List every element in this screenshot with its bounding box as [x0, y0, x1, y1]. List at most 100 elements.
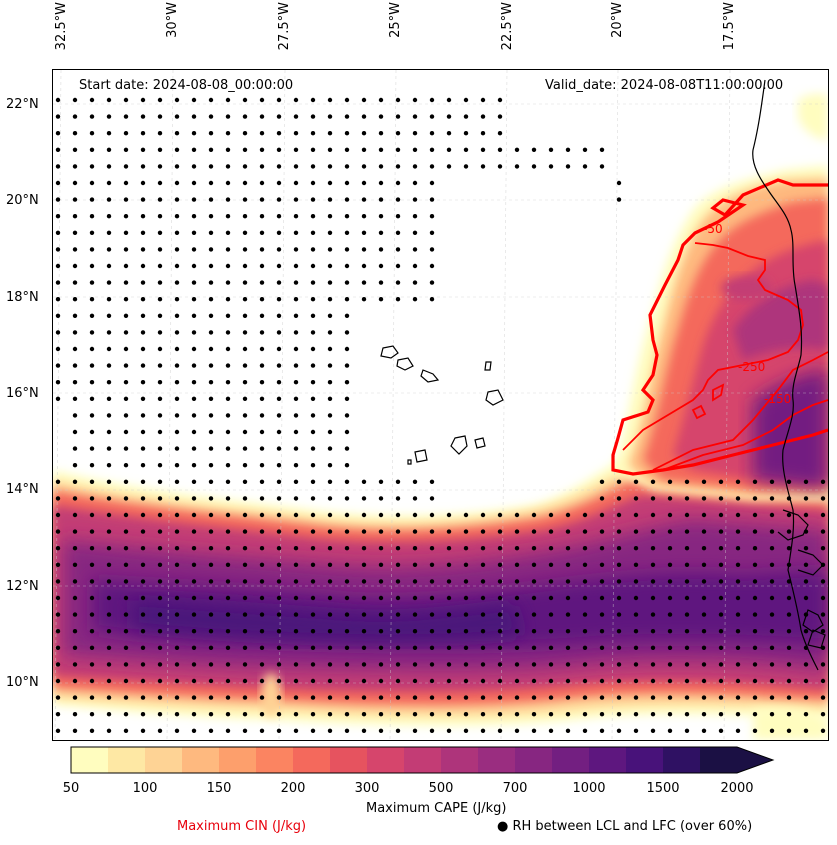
rh-dot [72, 197, 78, 202]
rh-dot [293, 546, 299, 551]
rh-dot [650, 712, 656, 717]
rh-dot [293, 263, 299, 269]
rh-dot [310, 546, 316, 551]
rh-dot [191, 147, 197, 152]
rh-dot [701, 629, 707, 634]
rh-dot [429, 214, 435, 219]
colorbar-cell [182, 747, 220, 773]
rh-dot [599, 629, 605, 634]
rh-dot [72, 214, 78, 219]
rh-dot [395, 247, 401, 252]
rh-dot [667, 529, 673, 534]
rh-dot [191, 463, 197, 468]
rh-dot [395, 629, 401, 634]
rh-dot [259, 313, 265, 318]
rh-dot [684, 728, 690, 733]
rh-dot [548, 629, 554, 634]
rh-dot [480, 712, 486, 717]
rh-dot [123, 629, 129, 634]
rh-dot [344, 363, 350, 368]
rh-dot [242, 346, 248, 352]
rh-dot [565, 678, 571, 684]
rh-dot [72, 712, 78, 717]
rh-dot [72, 579, 78, 584]
rh-dot [531, 712, 537, 717]
rh-dot [395, 164, 401, 169]
rh-dot [344, 413, 350, 418]
rh-dot [463, 131, 469, 136]
rh-dot [344, 346, 350, 352]
rh-dot [259, 678, 265, 684]
rh-dot [276, 330, 282, 335]
rh-dot [242, 446, 248, 451]
colorbar-cell [441, 747, 479, 773]
rh-dot [429, 645, 435, 650]
rh-dot [293, 446, 299, 451]
rh-dot [276, 529, 282, 534]
rh-dot [174, 297, 180, 302]
rh-dot [72, 247, 78, 252]
rh-dot [599, 678, 605, 684]
rh-dot [140, 230, 146, 235]
rh-dot [293, 230, 299, 235]
rh-dot [72, 728, 78, 733]
rh-dot [361, 562, 367, 567]
rh-dot [361, 263, 367, 269]
rh-dot [225, 197, 231, 202]
rh-dot [174, 346, 180, 352]
rh-dot [718, 595, 724, 601]
rh-dot [752, 662, 758, 667]
rh-dot [140, 330, 146, 335]
rh-dot [208, 247, 214, 252]
rh-dot [735, 595, 741, 601]
rh-dot [106, 562, 112, 567]
rh-dot [803, 512, 809, 518]
rh-dot [548, 164, 554, 169]
rh-dot [293, 164, 299, 169]
rh-dot [310, 280, 316, 285]
rh-dot [803, 695, 809, 700]
rh-dot [344, 197, 350, 202]
colorbar-cell [71, 747, 109, 773]
rh-dot [106, 313, 112, 318]
rh-dot [174, 579, 180, 584]
rh-dot [786, 612, 792, 617]
rh-dot [174, 612, 180, 617]
rh-dot [259, 429, 265, 435]
rh-dot [174, 330, 180, 335]
rh-dot [242, 712, 248, 717]
rh-dot [429, 197, 435, 202]
rh-dot [89, 479, 95, 484]
rh-dot [293, 131, 299, 136]
rh-dot [225, 247, 231, 252]
rh-dot [55, 662, 61, 667]
colorbar-cell [626, 747, 664, 773]
rh-dot [225, 645, 231, 650]
rh-dot [259, 662, 265, 667]
rh-dot [72, 131, 78, 136]
rh-dot [582, 728, 588, 733]
rh-dot [344, 463, 350, 468]
rh-dot [123, 114, 129, 119]
lat-label-12n: 12°N [6, 579, 39, 594]
rh-dot [157, 612, 163, 617]
rh-dot [548, 562, 554, 567]
rh-dot [191, 180, 197, 186]
rh-dot [395, 263, 401, 269]
rh-dot [514, 728, 520, 733]
rh-dot [361, 147, 367, 152]
rh-dot [463, 612, 469, 617]
rh-dot [106, 297, 112, 302]
rh-dot [310, 562, 316, 567]
rh-dot [582, 546, 588, 551]
rh-dot [429, 496, 435, 501]
rh-dot [803, 629, 809, 634]
rh-dot [497, 662, 503, 667]
rh-dot [361, 712, 367, 717]
rh-dot [429, 529, 435, 534]
rh-dot [327, 363, 333, 368]
rh-dot [89, 546, 95, 551]
rh-dot [191, 313, 197, 318]
rh-dot [786, 595, 792, 601]
rh-dot [123, 380, 129, 385]
